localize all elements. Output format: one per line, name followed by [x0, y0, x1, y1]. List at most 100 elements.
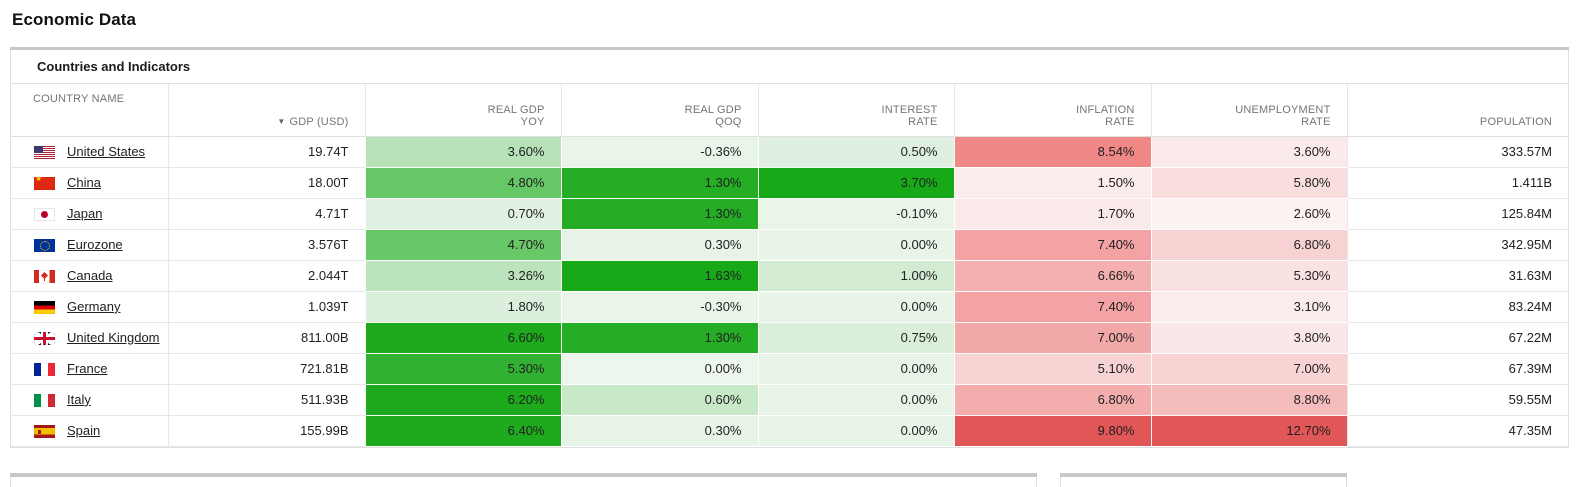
col-header-label: REAL GDP YOY — [487, 103, 545, 128]
panel-top-bar — [1060, 472, 1347, 477]
table-row: Italy 511.93B 6.20% 0.60% 0.00% 6.80% 8.80% 59.… — [11, 384, 1568, 416]
table-row: United Kingdom 811.00B 6.60% 1.30% 0.75% 7.00… — [11, 322, 1568, 354]
table-row: Spain 155.99B 6.40% 0.30% 0.00% 9.80% 12.70% 47… — [11, 415, 1568, 447]
cell-interest: 3.70% — [757, 167, 954, 199]
cell-unemployment: 6.80% — [1150, 229, 1347, 261]
country-link[interactable]: France — [67, 360, 108, 376]
cell-qoq: 1.63% — [560, 260, 758, 292]
countries-indicators-panel: Countries and Indicators COUNTRY NAME ▼ GD… — [10, 47, 1569, 448]
country-link[interactable]: Eurozone — [67, 236, 123, 252]
cell-population: 125.84M — [1346, 198, 1568, 230]
col-header-label: COUNTRY NAME — [33, 93, 125, 105]
cell-qoq: 0.60% — [560, 384, 758, 416]
cell-population: 67.22M — [1346, 322, 1568, 354]
cell-interest: 0.00% — [757, 353, 954, 385]
cell-population: 83.24M — [1346, 291, 1568, 323]
cell-country: Eurozone — [11, 229, 168, 261]
cell-inflation: 6.66% — [953, 260, 1151, 292]
cell-population: 67.39M — [1346, 353, 1568, 385]
flag-uk-icon — [34, 332, 55, 346]
cell-country: China — [11, 167, 168, 199]
col-header-gdp[interactable]: ▼ GDP (USD) — [167, 84, 365, 137]
cell-gdp: 3.576T — [167, 229, 365, 261]
cell-interest: 1.00% — [757, 260, 954, 292]
table-row: United States 19.74T 3.60% -0.36% 0.50% 8.54%… — [11, 136, 1568, 168]
cell-gdp: 18.00T — [167, 167, 365, 199]
cell-qoq: 0.30% — [560, 229, 758, 261]
col-header-country[interactable]: COUNTRY NAME — [11, 84, 168, 137]
cell-qoq: 1.30% — [560, 322, 758, 354]
flag-de-icon — [34, 301, 55, 315]
cell-interest: -0.10% — [757, 198, 954, 230]
flag-es-icon — [34, 425, 55, 439]
col-header-qoq[interactable]: REAL GDP QOQ — [560, 84, 758, 137]
cell-qoq: 0.00% — [560, 353, 758, 385]
col-header-label: POPULATION — [1479, 115, 1552, 128]
cell-country: United States — [11, 136, 168, 168]
flag-fr-icon — [34, 363, 55, 377]
cell-qoq: 1.30% — [560, 167, 758, 199]
col-header-interest[interactable]: INTEREST RATE — [757, 84, 954, 137]
cell-country: Japan — [11, 198, 168, 230]
col-header-label: INTEREST RATE — [881, 103, 938, 128]
table-row: Germany 1.039T 1.80% -0.30% 0.00% 7.40% 3.10% 8… — [11, 291, 1568, 323]
cell-population: 31.63M — [1346, 260, 1568, 292]
cell-interest: 0.50% — [757, 136, 954, 168]
table-row: Japan 4.71T 0.70% 1.30% -0.10% 1.70% 2.60% 125.… — [11, 198, 1568, 230]
cell-yoy: 3.26% — [364, 260, 561, 292]
flag-jp-icon — [34, 208, 55, 222]
flag-us-icon — [34, 146, 55, 160]
flag-it-icon — [34, 394, 55, 408]
country-link[interactable]: Japan — [67, 205, 103, 221]
cell-population: 1.411B — [1346, 167, 1568, 199]
cell-yoy: 0.70% — [364, 198, 561, 230]
table-row: Canada 2.044T 3.26% 1.63% 1.00% 6.66% 5.30% 31.… — [11, 260, 1568, 292]
cell-inflation: 7.40% — [953, 229, 1151, 261]
cell-country: Italy — [11, 384, 168, 416]
cell-inflation: 5.10% — [953, 353, 1151, 385]
country-link[interactable]: Germany — [67, 298, 121, 314]
col-header-label: REAL GDP QOQ — [684, 103, 742, 128]
cell-yoy: 6.60% — [364, 322, 561, 354]
cell-unemployment: 8.80% — [1150, 384, 1347, 416]
table-row: France 721.81B 5.30% 0.00% 0.00% 5.10% 7.00% 67… — [11, 353, 1568, 385]
cell-interest: 0.00% — [757, 291, 954, 323]
country-link[interactable]: United Kingdom — [67, 329, 160, 345]
cell-yoy: 6.20% — [364, 384, 561, 416]
country-link[interactable]: China — [67, 174, 101, 190]
table-row: Eurozone 3.576T 4.70% 0.30% 0.00% 7.40% 6.80% 3… — [11, 229, 1568, 261]
flag-cn-icon — [34, 177, 55, 191]
cell-yoy: 1.80% — [364, 291, 561, 323]
cell-yoy: 5.30% — [364, 353, 561, 385]
col-header-population[interactable]: POPULATION — [1346, 84, 1568, 137]
page-title: Economic Data — [12, 10, 137, 29]
country-link[interactable]: Spain — [67, 422, 101, 438]
cell-gdp: 4.71T — [167, 198, 365, 230]
cell-unemployment: 7.00% — [1150, 353, 1347, 385]
cell-gdp: 511.93B — [167, 384, 365, 416]
cell-inflation: 1.50% — [953, 167, 1151, 199]
cell-unemployment: 3.10% — [1150, 291, 1347, 323]
panel-top-bar — [10, 472, 1037, 477]
cell-country: United Kingdom — [11, 322, 168, 354]
country-link[interactable]: United States — [67, 143, 146, 159]
col-header-label: INFLATION RATE — [1076, 103, 1135, 128]
col-header-label: UNEMPLOYMENT RATE — [1235, 103, 1331, 128]
cell-yoy: 4.80% — [364, 167, 561, 199]
col-header-yoy[interactable]: REAL GDP YOY — [364, 84, 561, 137]
country-link[interactable]: Canada — [67, 267, 113, 283]
country-link[interactable]: Italy — [67, 391, 91, 407]
col-header-unemployment[interactable]: UNEMPLOYMENT RATE — [1150, 84, 1347, 137]
cell-yoy: 3.60% — [364, 136, 561, 168]
cell-qoq: 0.30% — [560, 415, 758, 447]
cell-country: France — [11, 353, 168, 385]
panel-top-bar — [10, 47, 1569, 50]
cell-country: Germany — [11, 291, 168, 323]
cell-unemployment: 5.80% — [1150, 167, 1347, 199]
cell-qoq: 1.30% — [560, 198, 758, 230]
cell-inflation: 7.00% — [953, 322, 1151, 354]
cell-interest: 0.00% — [757, 415, 954, 447]
col-header-inflation[interactable]: INFLATION RATE — [953, 84, 1151, 137]
cell-gdp: 2.044T — [167, 260, 365, 292]
cell-yoy: 6.40% — [364, 415, 561, 447]
